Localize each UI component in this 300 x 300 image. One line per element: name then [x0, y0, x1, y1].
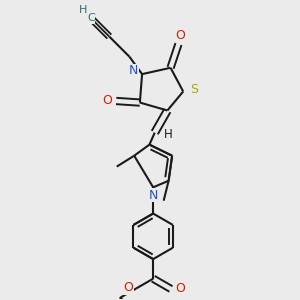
Text: N: N — [148, 189, 158, 202]
Text: C: C — [87, 13, 95, 23]
Text: O: O — [175, 29, 185, 42]
Text: S: S — [190, 83, 198, 96]
Text: O: O — [123, 281, 133, 294]
Text: H: H — [79, 5, 88, 15]
Text: H: H — [164, 128, 172, 141]
Text: N: N — [129, 64, 138, 77]
Text: O: O — [175, 282, 185, 295]
Text: O: O — [102, 94, 112, 106]
